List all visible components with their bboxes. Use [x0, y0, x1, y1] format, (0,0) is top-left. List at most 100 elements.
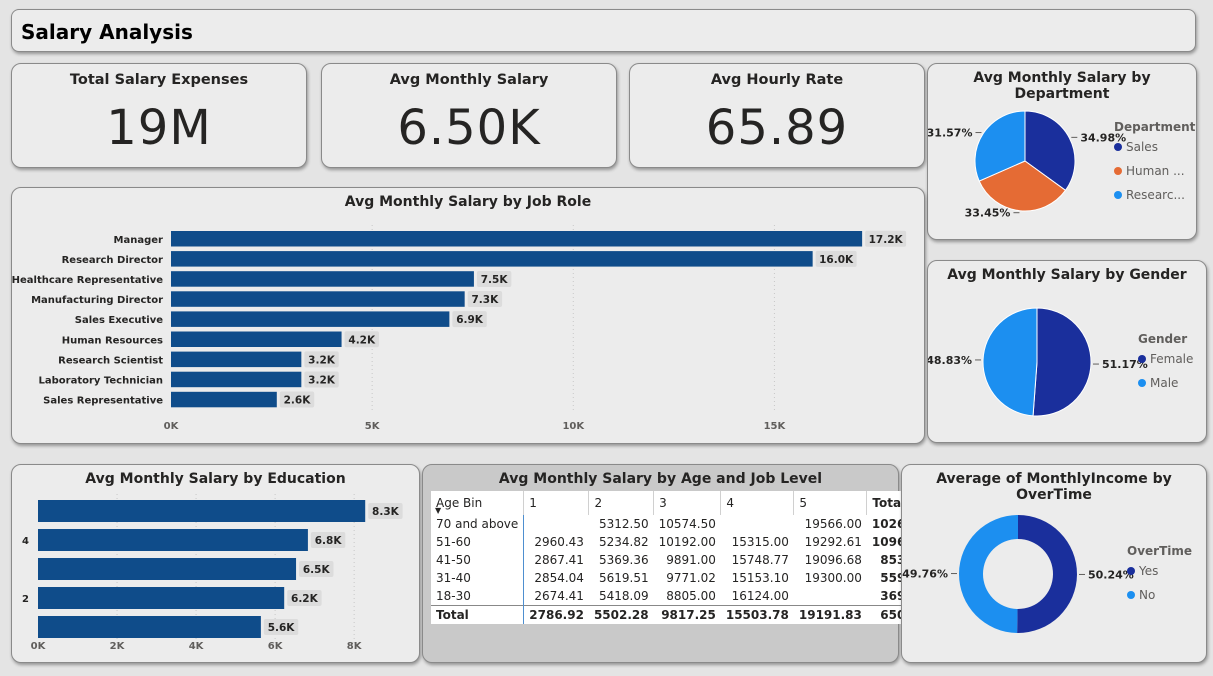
department-pie-svg: 34.98%33.45%31.57% DepartmentSalesHuman .… [928, 64, 1196, 239]
data-label: 2.6K [284, 395, 312, 407]
pie-slice [983, 308, 1037, 416]
kpi-card-avg-hourly-rate[interactable]: Avg Hourly Rate 65.89 [629, 63, 925, 168]
table-cell: 2960.43 [524, 533, 589, 551]
kpi-value: 6.50K [322, 100, 616, 156]
table-cell: 15153.10 [721, 569, 794, 587]
chart-department[interactable]: Avg Monthly Salary by Department 34.98% 3… [927, 63, 1197, 240]
slice-label: 50.24% [1088, 568, 1134, 581]
table-cell [721, 515, 794, 533]
column-header[interactable]: 3 [654, 491, 721, 515]
table-cell: 9771.02 [654, 569, 721, 587]
legend-marker [1114, 167, 1122, 175]
legend-marker [1127, 591, 1135, 599]
x-tick-label: 15K [764, 421, 787, 432]
table-cell: 19191.83 [794, 606, 867, 625]
column-header[interactable]: 4 [721, 491, 794, 515]
bar [38, 500, 365, 522]
legend-marker [1114, 143, 1122, 151]
table-cell: 5312.50 [589, 515, 654, 533]
table-cell: 5369.36 [589, 551, 654, 569]
bar [38, 587, 284, 609]
table-row[interactable]: 70 and above5312.5010574.5019566.0010268… [431, 515, 940, 533]
kpi-card-avg-monthly-salary[interactable]: Avg Monthly Salary 6.50K [321, 63, 617, 168]
chart-job-role[interactable]: Avg Monthly Salary by Job Role 0K 5K 10K 15… [11, 187, 925, 444]
bar [171, 332, 342, 348]
table-cell: 5418.09 [589, 587, 654, 606]
category-label: 2 [22, 594, 29, 605]
x-tick-label: 8K [347, 641, 363, 652]
chart-title: Avg Monthly Salary by Age and Job Level [423, 471, 898, 487]
table-cell: 10574.50 [654, 515, 721, 533]
slice-label: 48.83% [928, 354, 972, 367]
table-cell: 19300.00 [794, 569, 867, 587]
category-label: Laboratory Technician [38, 375, 163, 386]
matrix-container: Age Bin ▼ 1 2 3 4 5 Total 70 and above 531… [431, 491, 940, 624]
category-label: Human Resources [62, 335, 163, 346]
column-header-age-bin[interactable]: Age Bin ▼ [431, 491, 524, 515]
legend-marker [1138, 379, 1146, 387]
table-row[interactable]: 18-302674.415418.098805.0016124.003692.3… [431, 587, 940, 606]
data-label: 6.2K [291, 593, 319, 605]
kpi-label: Avg Hourly Rate [630, 72, 924, 88]
table-row[interactable]: 41-50 2867.41 5369.36 9891.00 15748.77 19096.… [431, 551, 940, 569]
data-label: 3.2K [308, 354, 336, 366]
data-label: 6.5K [303, 564, 331, 576]
table-cell: 2854.04 [524, 569, 589, 587]
legend-label: Female [1150, 352, 1193, 366]
category-label: Research Director [62, 255, 163, 266]
x-tick-label: 6K [268, 641, 284, 652]
table-cell: 5234.82 [589, 533, 654, 551]
category-label: Healthcare Representative [12, 275, 163, 286]
matrix-body: 70 and above5312.5010574.5019566.0010268… [431, 515, 940, 624]
data-label: 7.3K [471, 294, 499, 306]
row-header-cell: 31-40 [431, 569, 524, 587]
table-cell [794, 587, 867, 606]
column-header[interactable]: 2 [589, 491, 654, 515]
x-tick-label: 2K [110, 641, 126, 652]
pie-slice [959, 515, 1018, 633]
page-title: Salary Analysis [21, 20, 193, 44]
x-tick-label: 4K [189, 641, 205, 652]
row-header-cell: Total [431, 606, 524, 625]
slice-label: 31.57% [928, 127, 972, 140]
bar [38, 529, 308, 551]
chart-gender[interactable]: Avg Monthly Salary by Gender 51.17% 48.83… [927, 260, 1207, 443]
table-cell: 10192.00 [654, 533, 721, 551]
table-cell: 15748.77 [721, 551, 794, 569]
chart-age-job-level[interactable]: Avg Monthly Salary by Age and Job Level … [422, 464, 899, 663]
category-label: Sales Executive [75, 315, 163, 326]
bar [171, 291, 465, 307]
table-cell: 9817.25 [654, 606, 721, 625]
kpi-card-total-salary[interactable]: Total Salary Expenses 19M [11, 63, 307, 168]
pie-slice [1017, 515, 1077, 633]
table-total-row[interactable]: Total 2786.92 5502.28 9817.25 15503.78 19191.… [431, 606, 940, 625]
table-row[interactable]: 31-40 2854.04 5619.51 9771.02 15153.10 19300.… [431, 569, 940, 587]
matrix-table: Age Bin ▼ 1 2 3 4 5 Total 70 and above 531… [431, 491, 940, 624]
legend-marker [1138, 355, 1146, 363]
pie-slice [1033, 308, 1091, 416]
x-tick-label: 5K [365, 421, 381, 432]
row-header-cell: 18-30 [431, 587, 524, 606]
data-label: 16.0K [819, 254, 854, 266]
bar [38, 616, 261, 638]
legend-marker [1114, 191, 1122, 199]
column-header[interactable]: 5 [794, 491, 867, 515]
legend-marker [1127, 567, 1135, 575]
data-label: 3.2K [308, 374, 336, 386]
table-cell: 5619.51 [589, 569, 654, 587]
gender-pie-svg: 51.17% 48.83% Gender Female Male [928, 261, 1206, 442]
bar [171, 311, 449, 327]
column-header[interactable]: 1 [524, 491, 589, 515]
bar [171, 231, 862, 247]
sort-arrow-icon[interactable]: ▼ [435, 506, 441, 515]
table-cell: 2867.41 [524, 551, 589, 569]
data-label: 6.9K [456, 314, 484, 326]
table-cell: 5502.28 [589, 606, 654, 625]
overtime-donut-svg: 50.24%49.76%OverTimeYesNo [902, 465, 1206, 662]
chart-overtime[interactable]: Average of MonthlyIncome by OverTime 50.… [901, 464, 1207, 663]
table-cell: 15315.00 [721, 533, 794, 551]
category-label: Manufacturing Director [31, 295, 163, 306]
chart-education[interactable]: Avg Monthly Salary by Education 0K 2K 4K 6K… [11, 464, 420, 663]
matrix-header-row: Age Bin ▼ 1 2 3 4 5 Total [431, 491, 940, 515]
table-row[interactable]: 51-60 2960.43 5234.82 10192.00 15315.00 19292… [431, 533, 940, 551]
